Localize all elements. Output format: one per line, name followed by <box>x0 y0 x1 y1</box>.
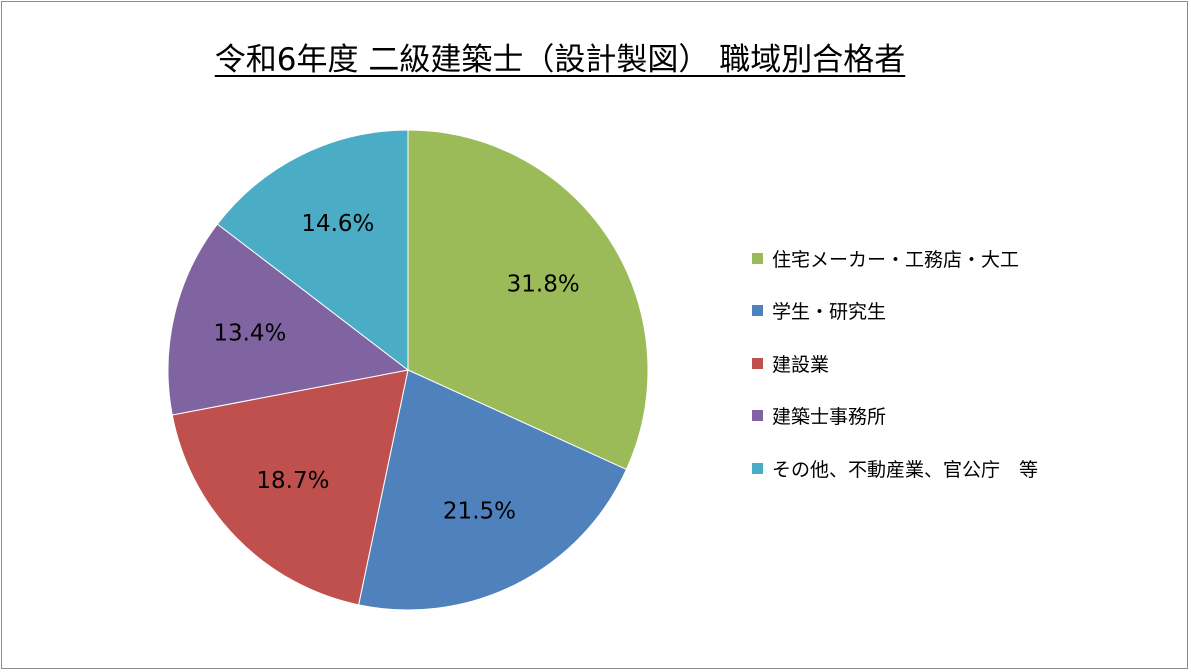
legend-label: 住宅メーカー・工務店・大工 <box>772 248 1020 271</box>
pie-data-label-2: 21.5% <box>443 498 516 524</box>
pie-slice-3 <box>171 369 409 606</box>
pie-data-label-4: 13.4% <box>213 321 286 347</box>
legend-label: その他、不動産業、官公庁 等 <box>772 458 1039 481</box>
legend-swatch <box>752 252 763 264</box>
legend-swatch <box>752 357 763 369</box>
pie-slice-1 <box>407 129 649 471</box>
legend-label: 建築士事務所 <box>772 406 887 429</box>
legend-item-2: 学生・研究生 <box>752 285 1038 338</box>
pie-data-label-5: 14.6% <box>301 211 374 237</box>
legend-swatch <box>752 462 763 474</box>
legend-item-1: 住宅メーカー・工務店・大工 <box>752 232 1038 285</box>
pie-slice-4 <box>167 223 410 416</box>
legend-item-5: その他、不動産業、官公庁 等 <box>752 442 1038 495</box>
pie-slice-5 <box>216 129 409 372</box>
legend-item-4: 建築士事務所 <box>752 390 1038 443</box>
legend-label: 建設業 <box>772 353 830 376</box>
pie-data-labels: 31.8% 21.5% 18.7% 13.4% 14.6% <box>213 211 579 524</box>
chart-title: 令和6年度 二級建築士（設計製図） 職域別合格者 <box>214 42 906 78</box>
legend-label: 学生・研究生 <box>772 301 887 324</box>
legend-item-3: 建設業 <box>752 337 1038 390</box>
pie-data-label-1: 31.8% <box>507 271 580 297</box>
pie-slices <box>167 129 649 611</box>
pie-slice-2 <box>358 369 628 611</box>
legend-swatch <box>752 305 763 317</box>
legend: 住宅メーカー・工務店・大工 学生・研究生 建設業建築士事務所その他、不動産業、官公庁… <box>752 232 1038 495</box>
pie-data-label-3: 18.7% <box>256 468 329 494</box>
legend-swatch <box>752 410 763 422</box>
